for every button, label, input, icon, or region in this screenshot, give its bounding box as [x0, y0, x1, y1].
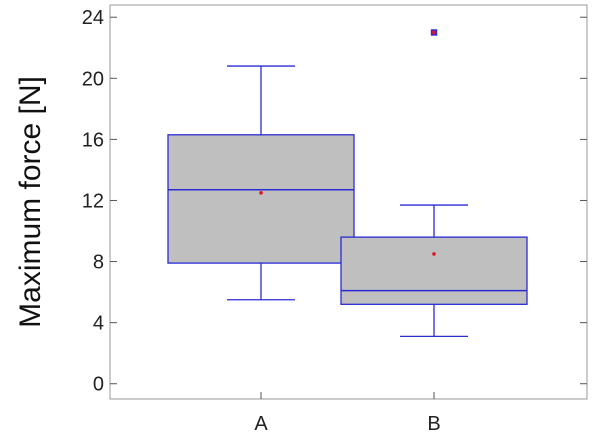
y-tick-label: 16 — [82, 129, 104, 151]
mean-marker — [432, 252, 436, 256]
y-tick-label: 20 — [82, 68, 104, 90]
y-tick-label: 24 — [82, 7, 104, 29]
y-axis-title: Maximum force [N] — [14, 76, 47, 328]
y-tick-label: 8 — [93, 252, 104, 274]
x-tick-label: A — [254, 413, 268, 435]
boxes — [167, 29, 528, 338]
y-axis: 0 4 8 12 16 20 24 — [82, 7, 587, 396]
iqr-box — [167, 134, 355, 264]
y-tick-label: 12 — [82, 190, 104, 212]
y-tick-label: 0 — [93, 374, 104, 396]
y-tick-label: 4 — [93, 313, 104, 335]
outlier-point — [430, 29, 438, 36]
x-tick-label: B — [427, 413, 440, 435]
mean-marker — [259, 191, 263, 195]
iqr-box — [340, 236, 528, 305]
